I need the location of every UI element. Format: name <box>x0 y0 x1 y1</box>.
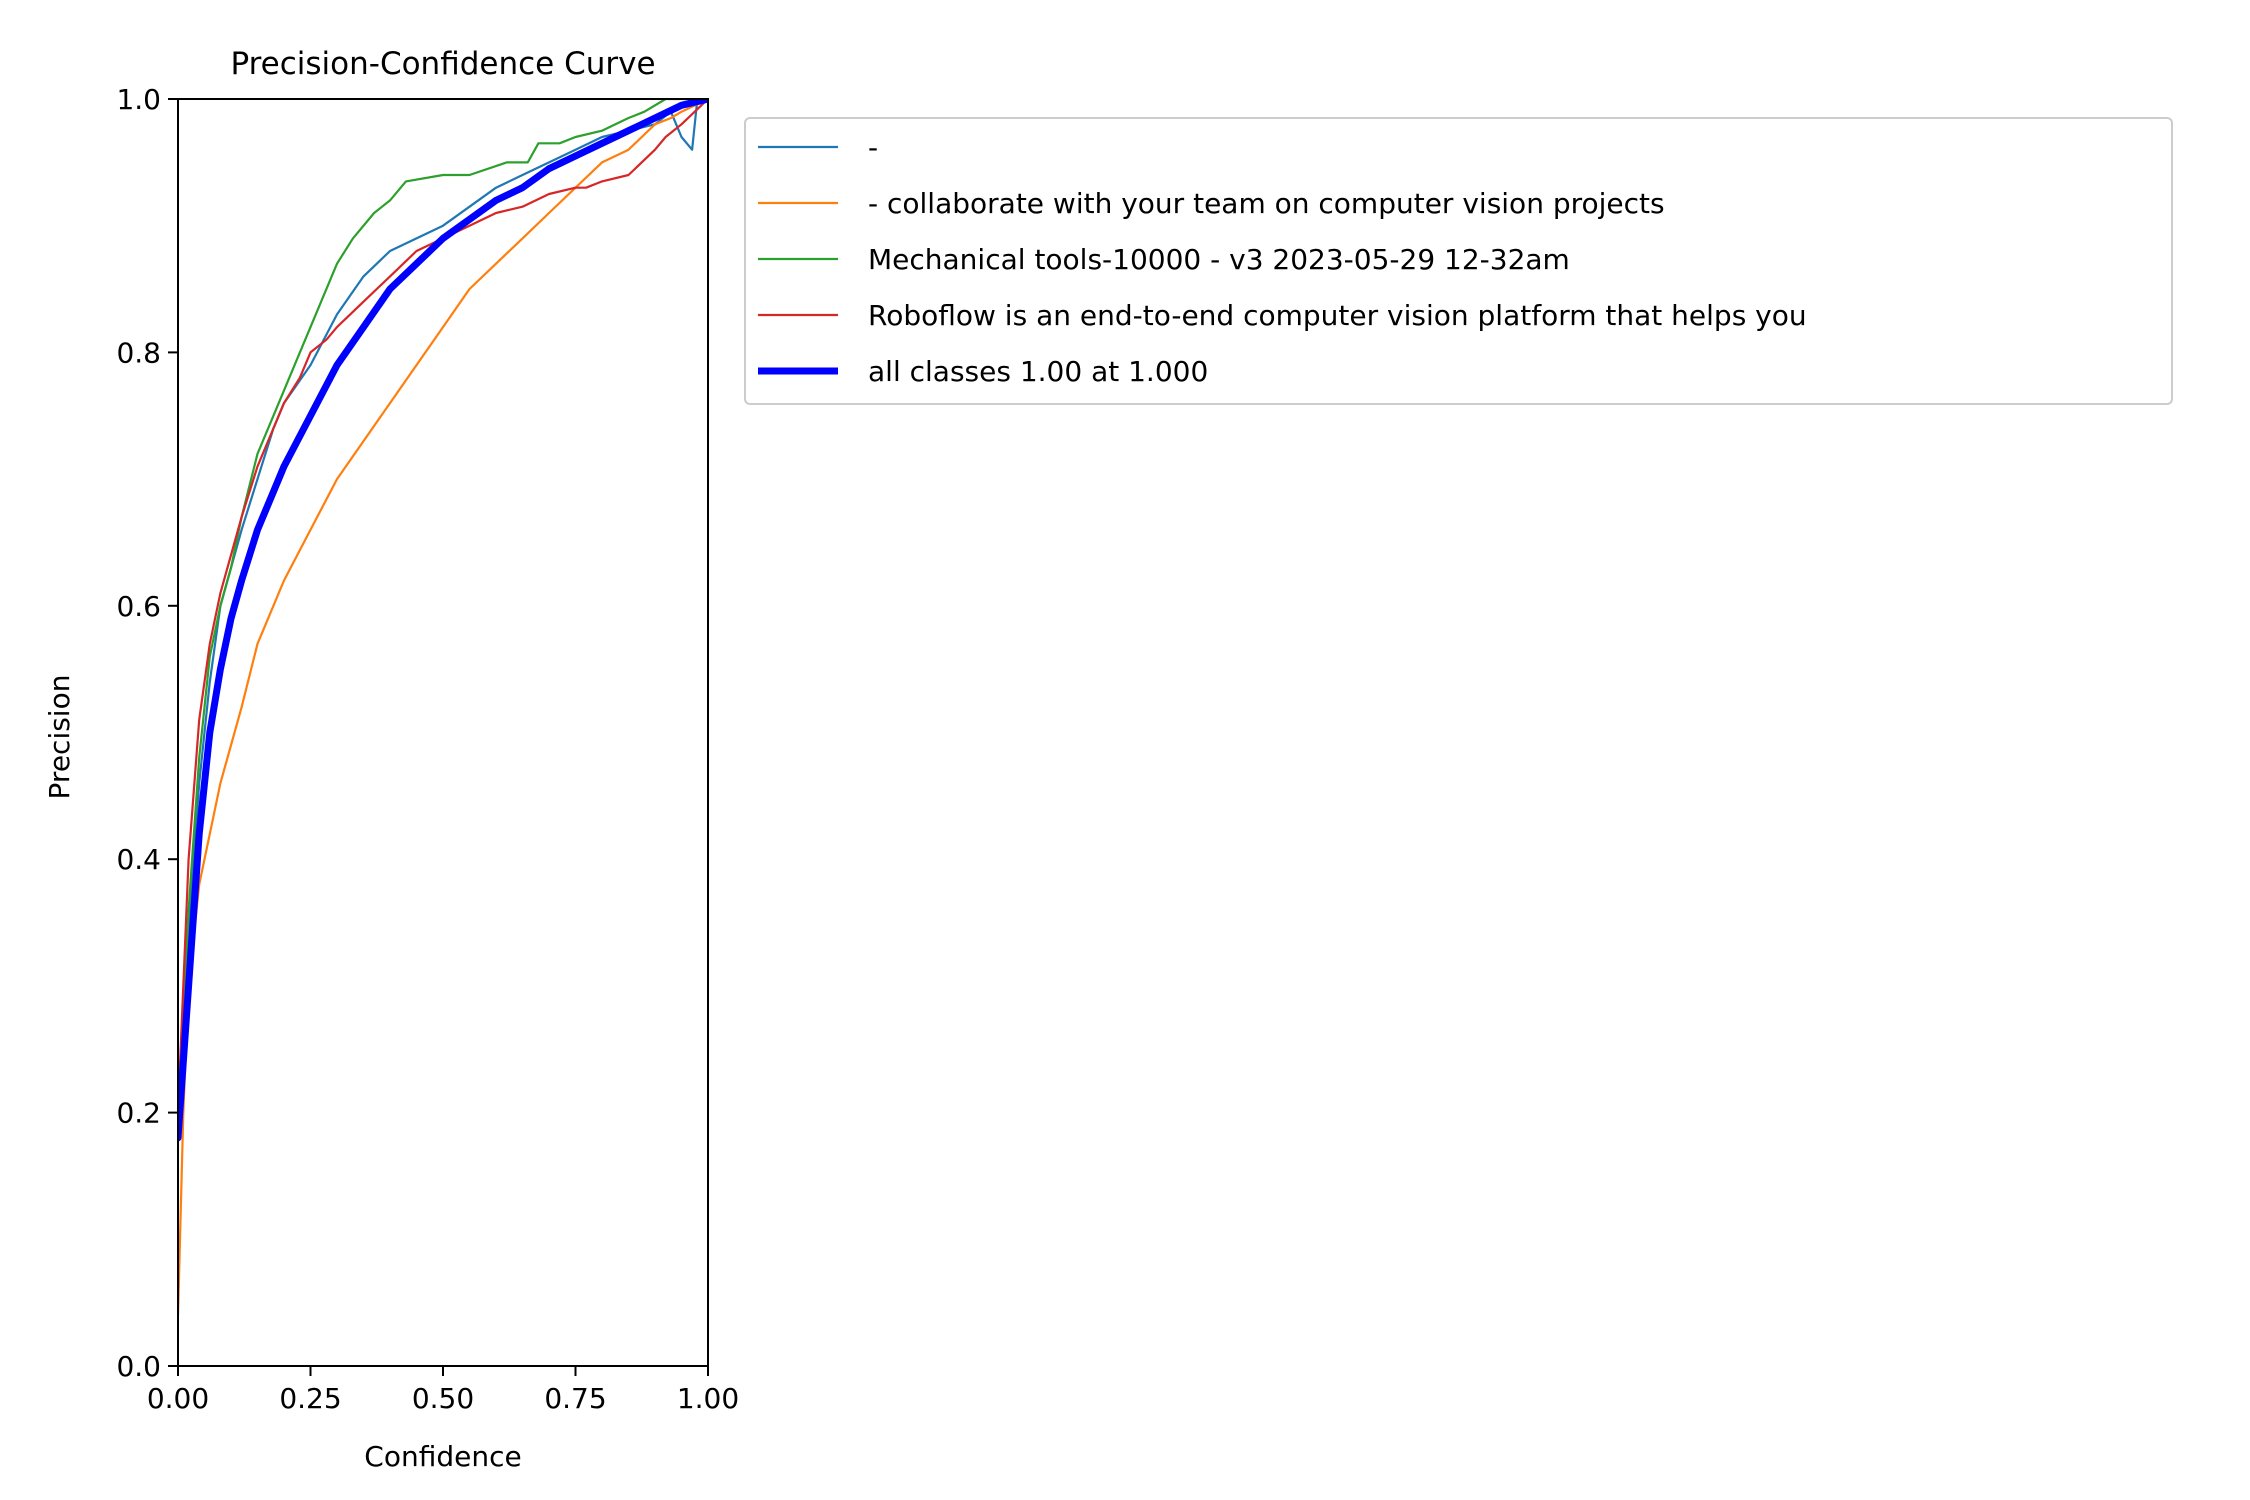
x-tick-label: 1.00 <box>677 1382 739 1415</box>
legend: - - collaborate with your team on compute… <box>744 117 2173 405</box>
x-tick-label: 0.00 <box>147 1382 209 1415</box>
x-tick-label: 0.75 <box>544 1382 606 1415</box>
x-axis-label: Confidence <box>364 1440 521 1473</box>
legend-label-0: - <box>868 131 878 164</box>
legend-label-4: all classes 1.00 at 1.000 <box>868 355 1208 388</box>
series-line-4 <box>178 99 708 1142</box>
legend-box <box>744 117 2173 405</box>
chart-title: Precision-Confidence Curve <box>230 46 655 82</box>
legend-label-2: Mechanical tools-10000 - v3 2023-05-29 1… <box>868 243 1570 276</box>
series-line-0 <box>178 99 708 1114</box>
legend-label-3: Roboflow is an end-to-end computer visio… <box>868 299 1807 332</box>
series-line-2 <box>178 99 708 1114</box>
y-tick-label: 0.6 <box>116 590 161 623</box>
axes: 0.00 0.25 0.50 0.75 1.00 0.0 0.2 0.4 0.6 0.8 1.0 <box>116 83 739 1415</box>
legend-label-1: - collaborate with your team on computer… <box>868 187 1665 220</box>
plot-frame <box>177 98 709 1367</box>
y-tick-label: 0.0 <box>116 1350 161 1383</box>
x-tick-label: 0.25 <box>279 1382 341 1415</box>
series-line-3 <box>178 99 708 1114</box>
x-tick-label: 0.50 <box>412 1382 474 1415</box>
y-axis-label: Precision <box>43 675 76 800</box>
y-tick-label: 1.0 <box>116 83 161 116</box>
series-lines <box>178 99 708 1317</box>
y-tick-label: 0.2 <box>116 1097 161 1130</box>
y-tick-label: 0.8 <box>116 336 161 369</box>
y-tick-label: 0.4 <box>116 843 161 876</box>
series-line-1 <box>178 99 708 1317</box>
plot-area <box>178 99 708 1317</box>
